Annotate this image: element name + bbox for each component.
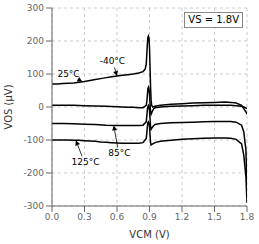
svg-text:0.9: 0.9 — [142, 212, 157, 222]
svg-text:-40°C: -40°C — [100, 56, 125, 66]
svg-text:125°C: 125°C — [72, 157, 100, 167]
svg-text:-300: -300 — [24, 201, 45, 211]
svg-text:25°C: 25°C — [57, 69, 79, 79]
svg-text:200: 200 — [27, 36, 44, 46]
svg-text:-100: -100 — [24, 135, 45, 145]
svg-text:0.3: 0.3 — [77, 212, 91, 222]
svg-text:85°C: 85°C — [108, 148, 130, 158]
svg-text:0.6: 0.6 — [110, 212, 125, 222]
svg-text:300: 300 — [27, 3, 44, 13]
svg-text:1.5: 1.5 — [207, 212, 221, 222]
svg-text:0: 0 — [38, 102, 44, 112]
svg-text:1.2: 1.2 — [175, 212, 189, 222]
svg-text:VOS (μV): VOS (μV) — [8, 84, 14, 129]
svg-text:0.0: 0.0 — [45, 212, 60, 222]
svg-text:-200: -200 — [24, 168, 45, 178]
svg-text:VCM (V): VCM (V) — [129, 229, 169, 240]
svg-text:100: 100 — [27, 69, 44, 79]
html-text:VS = 1.8V: VS = 1.8V — [188, 14, 239, 25]
svg-text:1.8: 1.8 — [240, 212, 251, 222]
